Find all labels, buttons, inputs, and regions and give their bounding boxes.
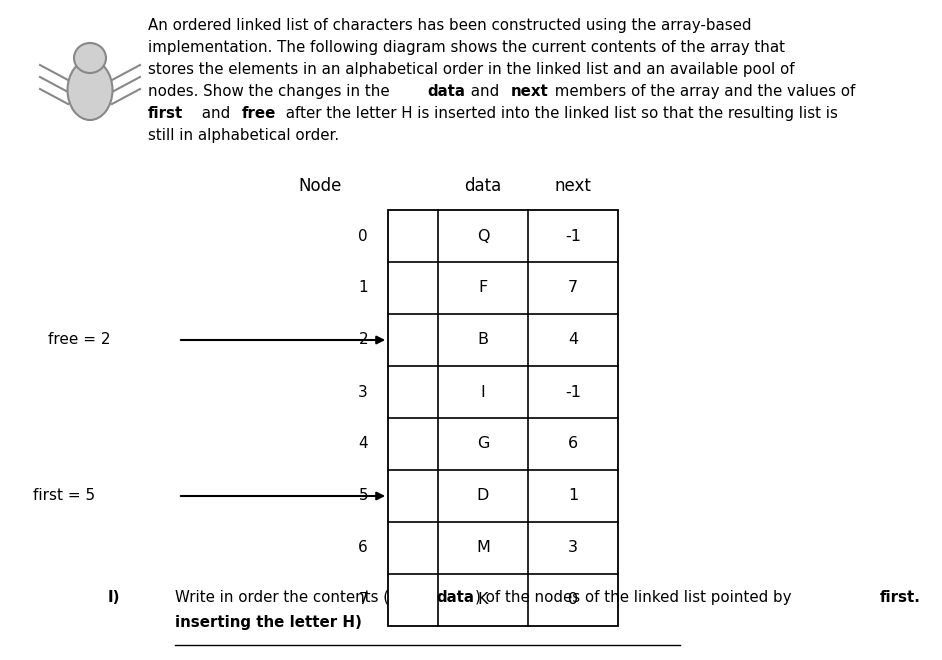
Text: ) of the nodes of the linked list pointed by: ) of the nodes of the linked list pointe… (475, 590, 796, 605)
Text: 2: 2 (358, 333, 368, 348)
Text: and: and (197, 106, 235, 121)
Text: next: next (511, 84, 549, 99)
Text: members of the array and the values of: members of the array and the values of (550, 84, 855, 99)
Text: data: data (427, 84, 464, 99)
Text: I: I (480, 385, 485, 399)
Text: free = 2: free = 2 (48, 333, 110, 348)
Text: 3: 3 (568, 541, 578, 556)
Text: 3: 3 (358, 385, 368, 399)
Text: first: first (148, 106, 184, 121)
Text: Write in order the contents (: Write in order the contents ( (175, 590, 389, 605)
Ellipse shape (74, 43, 106, 73)
Text: An ordered linked list of characters has been constructed using the array-based: An ordered linked list of characters has… (148, 18, 752, 33)
Text: data: data (436, 590, 474, 605)
Text: data: data (464, 177, 502, 195)
Text: G: G (477, 436, 489, 451)
Text: next: next (555, 177, 592, 195)
Text: 4: 4 (358, 436, 368, 451)
Text: (Before: (Before (938, 590, 942, 605)
Text: and: and (466, 84, 504, 99)
Text: free: free (242, 106, 276, 121)
Text: inserting the letter H): inserting the letter H) (175, 615, 362, 630)
Text: K: K (478, 593, 488, 607)
Text: 5: 5 (358, 488, 368, 504)
Text: I): I) (108, 590, 121, 605)
Text: 6: 6 (358, 541, 368, 556)
Text: 4: 4 (568, 333, 578, 348)
Text: 7: 7 (568, 280, 578, 296)
Text: M: M (476, 541, 490, 556)
Text: Q: Q (477, 228, 489, 244)
Text: stores the elements in an alphabetical order in the linked list and an available: stores the elements in an alphabetical o… (148, 62, 795, 77)
Text: after the letter H is inserted into the linked list so that the resulting list i: after the letter H is inserted into the … (281, 106, 837, 121)
Text: implementation. The following diagram shows the current contents of the array th: implementation. The following diagram sh… (148, 40, 785, 55)
Text: D: D (477, 488, 489, 504)
Text: nodes. Show the changes in the: nodes. Show the changes in the (148, 84, 395, 99)
Ellipse shape (68, 60, 112, 120)
Text: B: B (478, 333, 489, 348)
Text: first.: first. (880, 590, 921, 605)
Text: 0: 0 (358, 228, 368, 244)
Text: 1: 1 (568, 488, 578, 504)
Text: 1: 1 (358, 280, 368, 296)
Text: F: F (479, 280, 488, 296)
Text: first = 5: first = 5 (33, 488, 95, 504)
Text: -1: -1 (565, 228, 581, 244)
Text: Node: Node (299, 177, 342, 195)
Text: 7: 7 (358, 593, 368, 607)
Text: still in alphabetical order.: still in alphabetical order. (148, 128, 339, 143)
Text: 0: 0 (568, 593, 578, 607)
Text: 6: 6 (568, 436, 578, 451)
Bar (388, 210, 618, 626)
Text: -1: -1 (565, 385, 581, 399)
